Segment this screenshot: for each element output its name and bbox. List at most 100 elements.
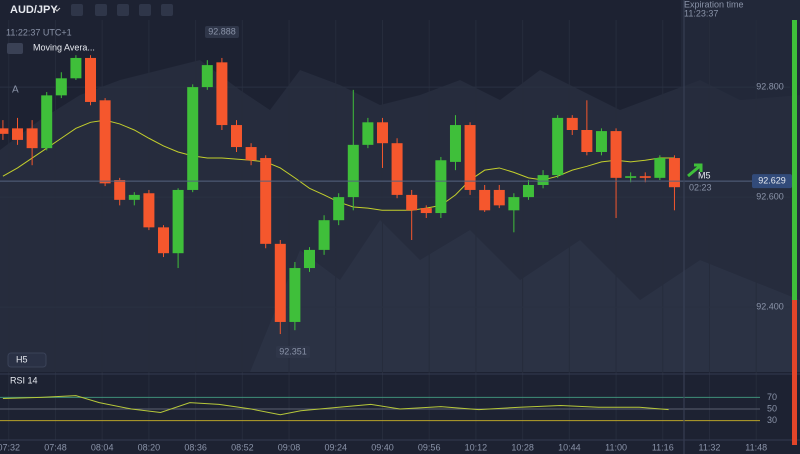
candle-body: [376, 122, 388, 144]
candle-body: [201, 65, 213, 88]
x-tick-label: 08:52: [231, 442, 254, 452]
candle-body: [230, 125, 242, 148]
x-tick-label: 08:20: [138, 442, 161, 452]
timeframe-button[interactable]: [7, 352, 47, 368]
candle-body: [493, 189, 505, 206]
x-tick-label: 11:48: [745, 442, 767, 452]
candle-body: [668, 158, 680, 188]
candle-body: [114, 180, 126, 200]
indicators-button[interactable]: [71, 4, 83, 16]
x-tick-label: 09:56: [418, 442, 441, 452]
dropdown-icon: [53, 7, 61, 12]
candle-body: [435, 160, 447, 214]
candle-body: [41, 95, 53, 149]
plot: [0, 20, 790, 440]
candle-body: [245, 147, 257, 161]
candle-body: [333, 197, 345, 221]
candle-body: [85, 57, 97, 102]
x-tick-label: 09:40: [371, 442, 394, 452]
candle-body: [70, 57, 82, 79]
candle-body: [552, 117, 564, 176]
x-tick-label: 08:36: [184, 442, 207, 452]
sentiment-up: [792, 20, 797, 300]
x-tick-label: 11:00: [605, 442, 627, 452]
candle-body: [187, 87, 199, 190]
candle-body: [625, 176, 637, 178]
candle-body: [318, 220, 330, 250]
candle-body: [216, 62, 228, 126]
draw-button[interactable]: [117, 4, 129, 16]
y-tick-label: 92.600: [756, 191, 784, 201]
candle-body: [55, 78, 67, 96]
candle-body: [581, 130, 593, 152]
current-price-box: [752, 174, 792, 189]
candle-body: [508, 197, 520, 211]
candle-body: [420, 208, 432, 214]
y-tick-label: 92.800: [756, 81, 784, 91]
extreme-label: 92.888: [208, 26, 236, 36]
x-tick-label: 10:28: [511, 442, 534, 452]
extreme-box: [205, 26, 239, 38]
line-button[interactable]: [139, 4, 151, 16]
rsi-tick-label: 50: [767, 403, 777, 413]
rsi-legend[interactable]: RSI 14: [10, 375, 38, 385]
candle-body: [26, 128, 38, 149]
countdown: 02:23: [689, 183, 712, 193]
trend-arrow: [687, 163, 703, 178]
candle-body: [522, 185, 534, 198]
candle-body: [128, 194, 140, 200]
candle-body: [303, 249, 315, 269]
candle-body: [595, 131, 607, 152]
ma-legend[interactable]: Moving Avera...: [33, 42, 95, 52]
y-tick-label: 92.400: [756, 301, 784, 311]
candle-body: [406, 194, 418, 211]
timeframe[interactable]: H5: [16, 354, 28, 364]
candle-body: [391, 143, 403, 195]
settings-button[interactable]: [95, 4, 107, 16]
x-tick-label: 07:32: [0, 442, 20, 452]
candle-period: M5: [698, 171, 711, 181]
candle-body: [610, 131, 622, 178]
candle-body: [347, 144, 359, 198]
candle-body: [479, 189, 491, 211]
series-line: [2, 395, 669, 416]
pair[interactable]: AUD/JPY: [10, 4, 58, 16]
candle-body: [537, 175, 549, 185]
collapse-button[interactable]: [7, 43, 23, 54]
candle-body: [449, 125, 461, 162]
candle-body: [260, 158, 272, 244]
tool[interactable]: A: [12, 85, 19, 96]
layout-button[interactable]: [161, 4, 173, 16]
candle-body: [464, 125, 476, 190]
candle-body: [99, 100, 111, 184]
candle-body: [274, 243, 286, 322]
x-tick-label: 11:32: [699, 442, 721, 452]
candle-body: [654, 158, 666, 178]
candle-body: [566, 117, 578, 130]
x-tick-label: 11:16: [652, 442, 674, 452]
clock: 11:22:37 UTC+1: [6, 27, 72, 37]
extreme-box: [276, 346, 310, 358]
expiration-time: 11:23:37: [684, 8, 718, 18]
candle-body: [639, 176, 651, 178]
candle-body: [0, 128, 9, 134]
x-tick-label: 10:44: [558, 442, 581, 452]
extreme-label: 92.351: [279, 346, 307, 356]
candle-body: [158, 227, 170, 254]
x-tick-label: 07:48: [44, 442, 67, 452]
candle-body: [143, 193, 155, 228]
current-price: 92.629: [758, 176, 786, 186]
x-tick-label: 10:12: [465, 442, 488, 452]
candle-body: [12, 128, 24, 140]
candle-body: [362, 122, 374, 145]
x-tick-label: 09:24: [325, 442, 348, 452]
expiration-label: Expiration time: [684, 0, 744, 9]
sentiment-down: [792, 300, 797, 445]
candle-body: [289, 268, 301, 322]
x-tick-label: 09:08: [278, 442, 301, 452]
rsi-tick-label: 70: [767, 392, 777, 402]
rsi-tick-label: 30: [767, 415, 777, 425]
x-tick-label: 08:04: [91, 442, 114, 452]
candle-body: [172, 189, 184, 254]
